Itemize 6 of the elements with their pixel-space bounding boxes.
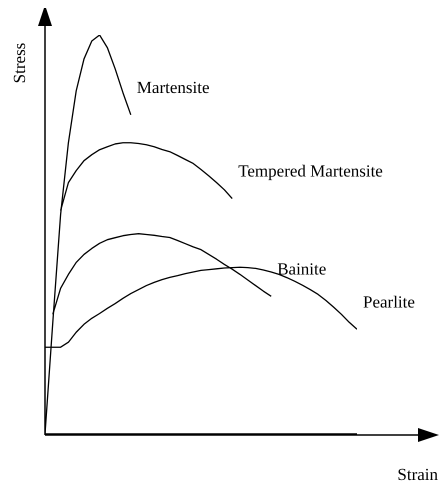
- y-axis-title: Stress: [10, 42, 29, 84]
- series-label: Pearlite: [363, 292, 415, 312]
- x-axis-title: Strain: [397, 465, 438, 484]
- series-label: Tempered Martensite: [238, 162, 383, 181]
- series-label: Bainite: [277, 259, 326, 278]
- series-label: Martensite: [136, 78, 210, 97]
